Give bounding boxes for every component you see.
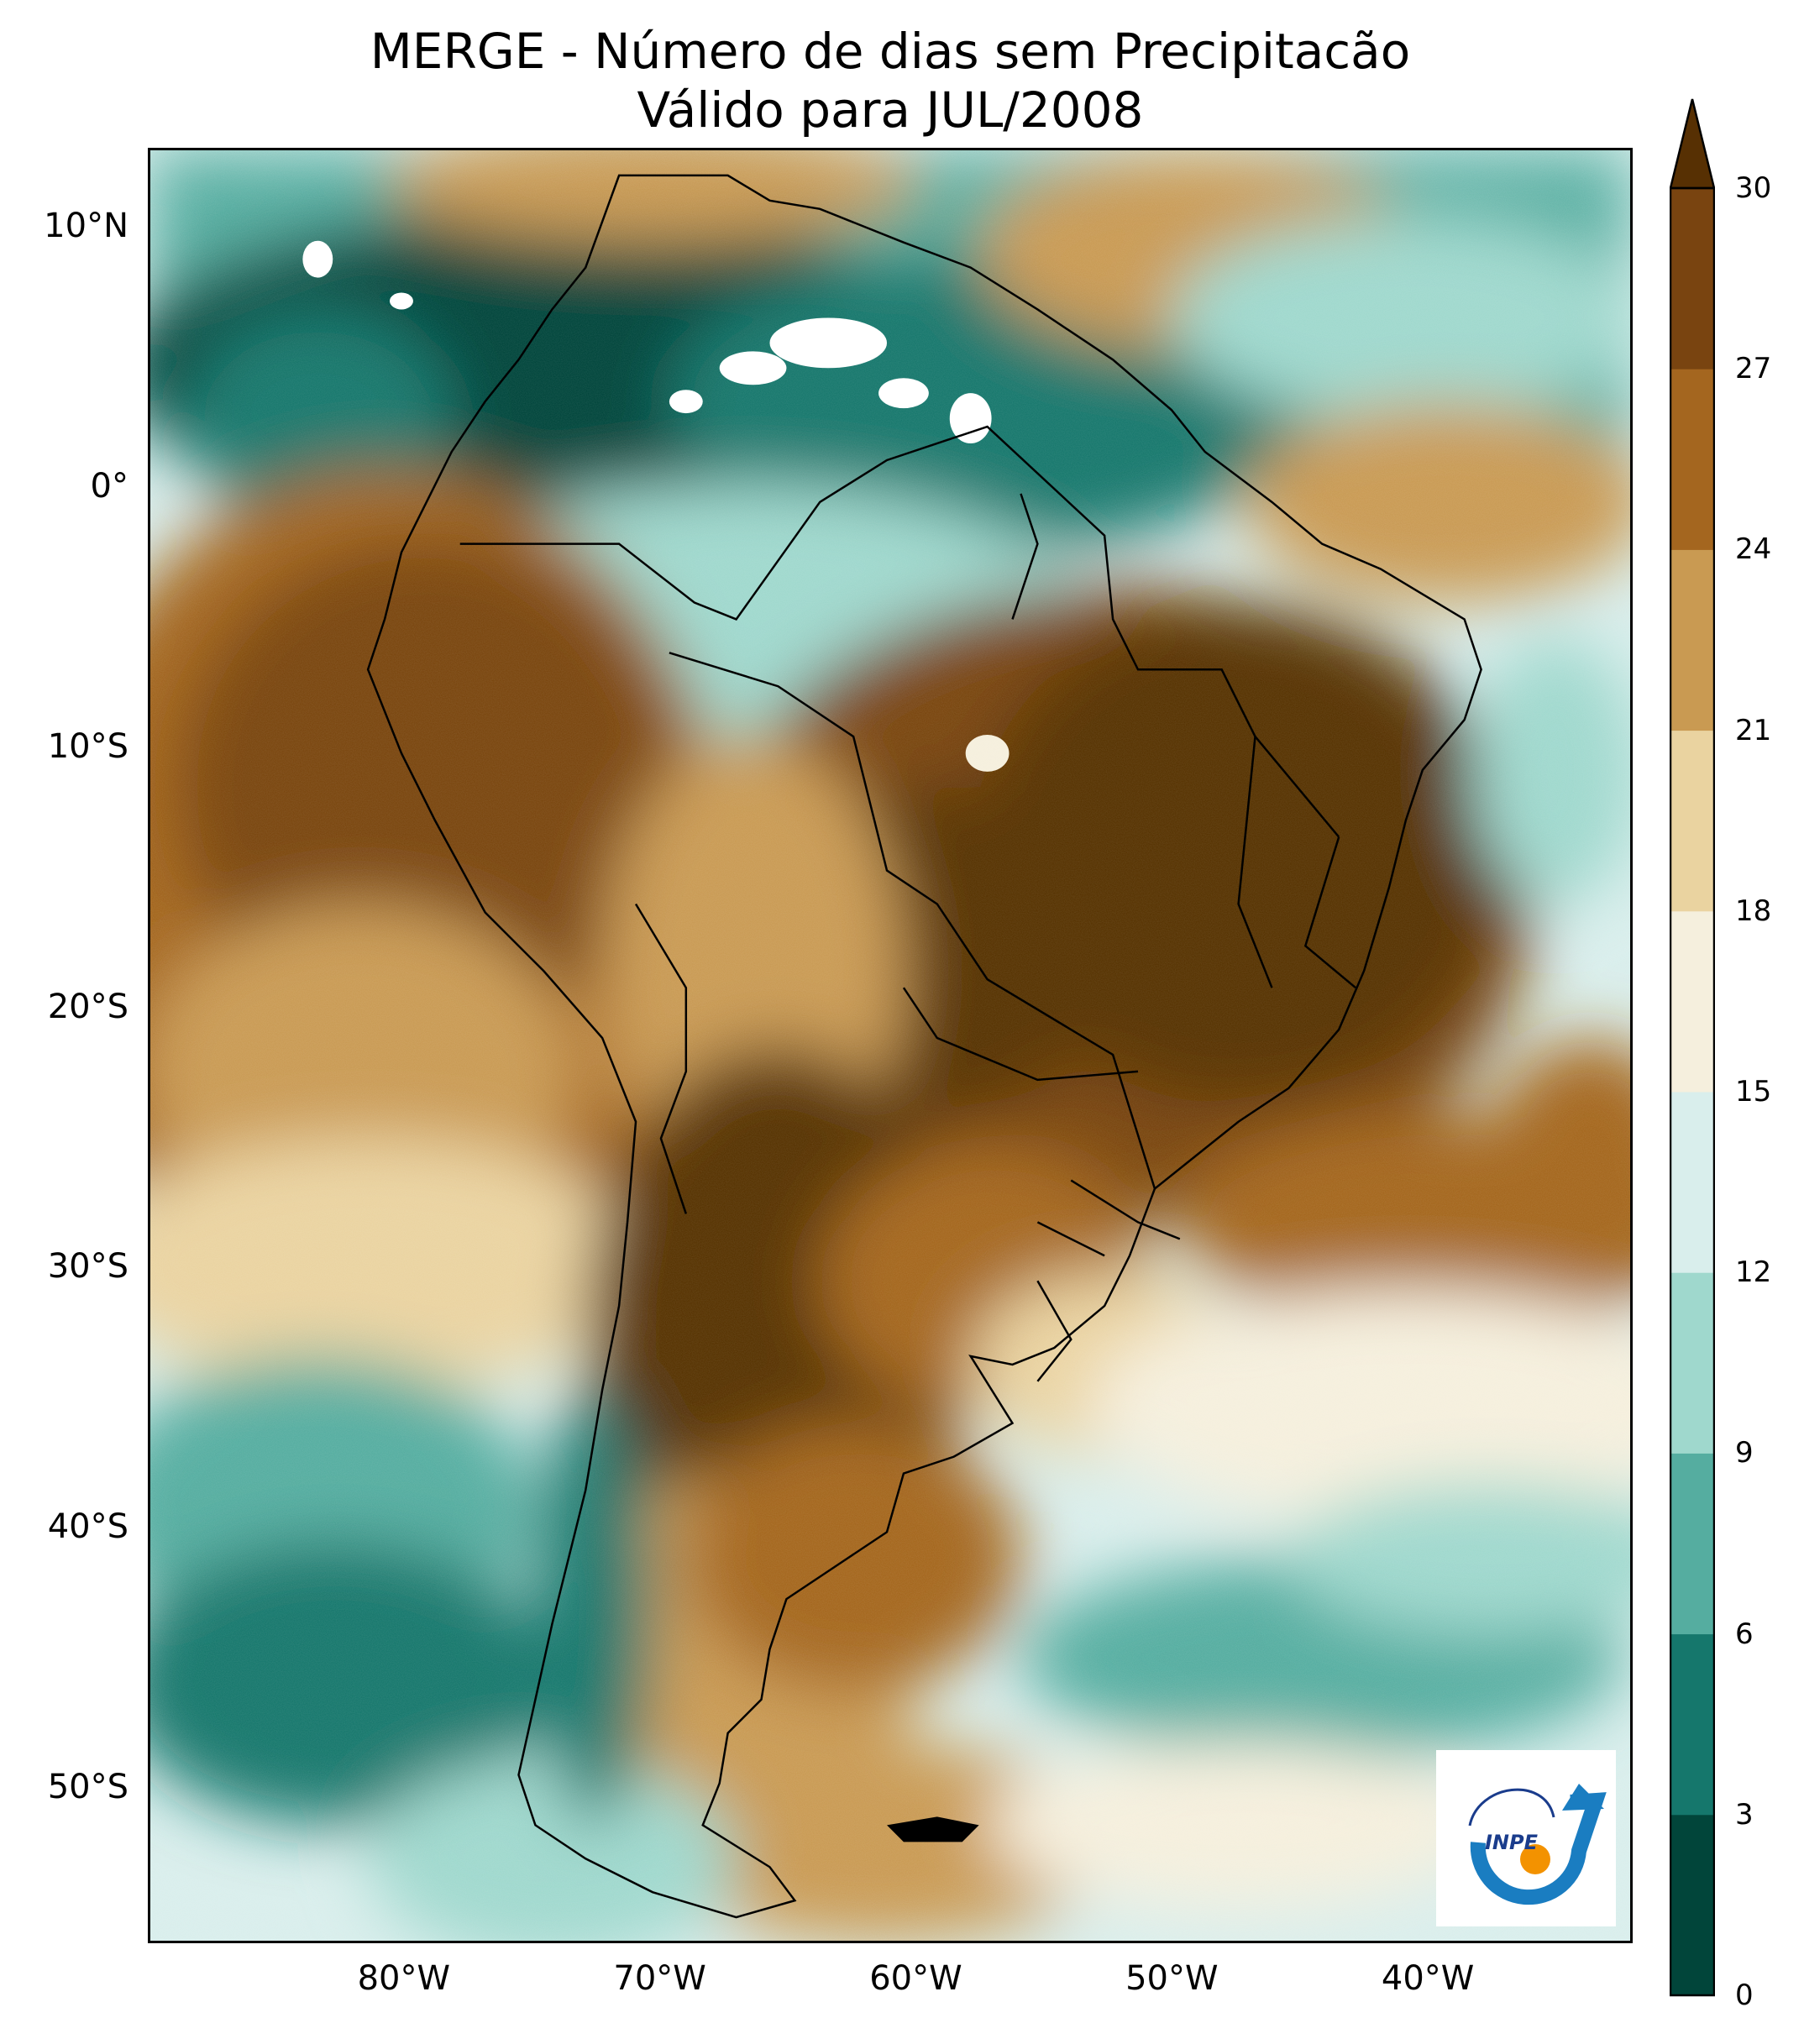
colorbar-segment (1670, 549, 1714, 731)
falkland-islands (887, 1816, 979, 1842)
colorbar-segment (1670, 730, 1714, 912)
colorbar-tick-label: 12 (1735, 1255, 1772, 1290)
colorbar-tick-label: 30 (1735, 171, 1772, 205)
lon-tick-label: 40°W (1381, 1959, 1475, 1998)
inpe-logo-text: INPE (1485, 1831, 1539, 1854)
colorbar-tick-label: 3 (1735, 1797, 1754, 1832)
colorbar-segment (1670, 1633, 1714, 1816)
colorbar-tick-label: 15 (1735, 1075, 1772, 1108)
lat-tick-label: 50°S (47, 1768, 128, 1807)
colorbar-segment (1670, 188, 1714, 369)
map-subtitle: Válido para JUL/2008 (637, 81, 1144, 139)
colorbar-tick-label: 24 (1735, 532, 1772, 567)
lat-tick-label: 20°S (47, 987, 128, 1026)
map-panel (148, 148, 1633, 1943)
colorbar-extend-arrow (1670, 98, 1715, 190)
lat-tick-label: 10°N (44, 206, 128, 245)
map-title: MERGE - Número de dias sem Precipitacão (370, 23, 1411, 80)
inpe-logo: INPE (1436, 1750, 1616, 1926)
colorbar (1670, 98, 1715, 1997)
lon-tick-label: 50°W (1125, 1959, 1219, 1998)
colorbar-segment (1670, 1814, 1714, 1996)
colorbar-tick-label: 18 (1735, 894, 1772, 928)
lon-tick-label: 70°W (613, 1959, 706, 1998)
colorbar-tick-label: 21 (1735, 713, 1772, 747)
precipitation-map (150, 150, 1630, 1941)
colorbar-tick-label: 27 (1735, 352, 1772, 386)
colorbar-segment (1670, 910, 1714, 1093)
colorbar-tick-label: 9 (1735, 1436, 1754, 1470)
lat-tick-label: 40°S (47, 1507, 128, 1547)
colorbar-segment (1670, 1092, 1714, 1273)
lat-tick-label: 0° (90, 466, 128, 506)
colorbar-tick-label: 0 (1735, 1978, 1754, 2012)
colorbar-tick-label: 6 (1735, 1617, 1754, 1651)
colorbar-segment (1670, 1272, 1714, 1454)
colorbar-segment (1670, 369, 1714, 550)
colorbar-segment (1670, 1453, 1714, 1635)
lat-tick-label: 30°S (47, 1247, 128, 1287)
lon-tick-label: 60°W (869, 1959, 962, 1998)
lat-tick-label: 10°S (47, 726, 128, 766)
coastlines (366, 174, 1482, 1919)
lon-tick-label: 80°W (357, 1959, 451, 1998)
